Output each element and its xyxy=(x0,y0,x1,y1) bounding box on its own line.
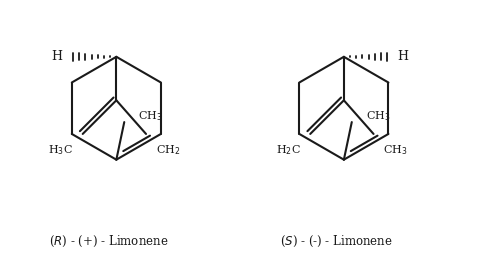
Text: CH$_3$: CH$_3$ xyxy=(383,143,408,157)
Text: CH$_2$: CH$_2$ xyxy=(156,143,180,157)
Text: H: H xyxy=(51,50,62,63)
Text: H$_2$C: H$_2$C xyxy=(276,143,301,157)
Text: CH$_3$: CH$_3$ xyxy=(366,109,390,123)
Text: ($\it{R}$) - (+) - Limonene: ($\it{R}$) - (+) - Limonene xyxy=(48,234,168,249)
Text: CH$_3$: CH$_3$ xyxy=(138,109,163,123)
Text: ($\it{S}$) - (-) - Limonene: ($\it{S}$) - (-) - Limonene xyxy=(279,234,392,249)
Text: H$_3$C: H$_3$C xyxy=(48,143,73,157)
Text: H: H xyxy=(398,50,409,63)
